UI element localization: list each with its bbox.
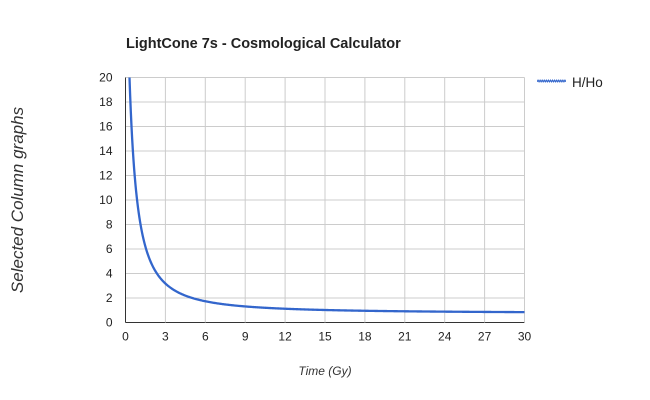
svg-text:10: 10 — [99, 193, 113, 207]
svg-text:4: 4 — [106, 267, 113, 281]
svg-text:18: 18 — [358, 330, 372, 344]
svg-text:0: 0 — [122, 330, 129, 344]
svg-text:15: 15 — [318, 330, 332, 344]
svg-text:16: 16 — [99, 120, 113, 134]
svg-text:0: 0 — [106, 316, 113, 330]
svg-text:21: 21 — [398, 330, 412, 344]
svg-text:14: 14 — [99, 144, 113, 158]
svg-text:6: 6 — [106, 242, 113, 256]
svg-text:2: 2 — [106, 291, 113, 305]
svg-text:24: 24 — [438, 330, 452, 344]
svg-text:20: 20 — [99, 71, 113, 85]
svg-text:12: 12 — [99, 169, 113, 183]
svg-text:9: 9 — [242, 330, 249, 344]
svg-text:30: 30 — [518, 330, 532, 344]
svg-text:27: 27 — [478, 330, 492, 344]
svg-text:18: 18 — [99, 95, 113, 109]
svg-text:12: 12 — [278, 330, 292, 344]
svg-text:6: 6 — [202, 330, 209, 344]
svg-text:3: 3 — [162, 330, 169, 344]
svg-text:8: 8 — [106, 218, 113, 232]
